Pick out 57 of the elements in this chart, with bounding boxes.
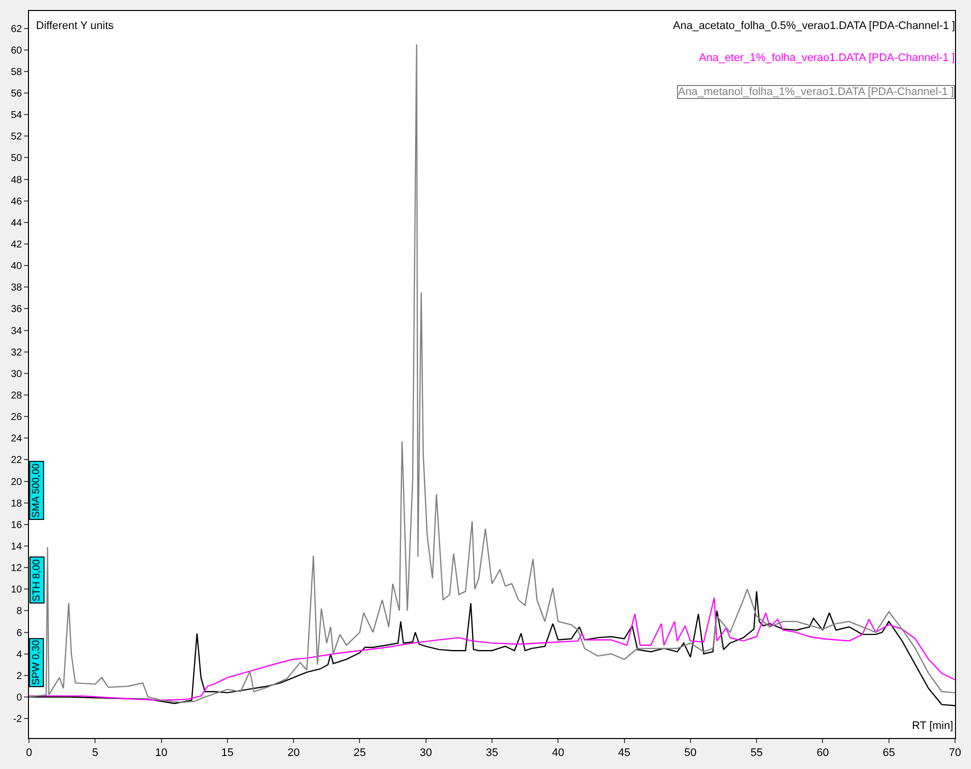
x-tick-label: 20 (287, 747, 300, 760)
y-tick-label: 2 (16, 670, 22, 682)
x-tick-label: 0 (26, 747, 32, 760)
y-tick-label: 44 (10, 218, 22, 229)
y-tick-label: 24 (10, 434, 22, 445)
y-tick-label: 34 (10, 326, 22, 337)
annotation: STH 8,00 (31, 558, 42, 602)
y-tick-label: 36 (10, 304, 22, 316)
y-tick-label: 30 (10, 368, 22, 380)
x-tick-label: 10 (155, 747, 168, 760)
x-tick-label: 15 (221, 747, 234, 760)
y-tick-label: 38 (10, 282, 22, 294)
y-tick-label: 46 (10, 196, 22, 208)
y-tick-label: -2 (13, 714, 22, 726)
y-tick-label: 10 (10, 584, 22, 596)
annotation: Different Y units (36, 20, 114, 32)
y-tick-label: 32 (10, 347, 22, 358)
x-tick-label: 5 (92, 747, 98, 760)
y-tick-label: 58 (10, 66, 22, 78)
y-tick-label: 62 (10, 24, 22, 35)
y-tick-label: 50 (10, 153, 22, 164)
y-tick-label: 42 (10, 239, 22, 250)
text: Ana_metanol_folha_1%_verao1.DATA [PDA-Channel-1 ] (678, 86, 954, 98)
x-tick-label: 50 (684, 747, 697, 760)
y-tick-label: 48 (10, 174, 22, 186)
line-series (29, 44, 955, 704)
y-tick-label: 52 (10, 132, 22, 143)
x-tick-label: 30 (420, 747, 432, 760)
y-tick-label: 12 (10, 563, 22, 574)
y-tick-label: 18 (10, 498, 22, 510)
y-tick-label: 40 (10, 261, 22, 272)
x-tick-label: 45 (618, 747, 630, 760)
y-tick-label: 6 (16, 628, 22, 639)
y-tick-label: 22 (10, 455, 22, 466)
y-tick-label: 4 (16, 649, 22, 660)
text: Ana_eter_1%_folha_verao1.DATA [PDA-Channel-1 ] (699, 52, 955, 64)
y-tick-label: 26 (10, 412, 22, 424)
y-tick-label: 8 (16, 606, 22, 618)
x-tick-label: 55 (750, 747, 763, 760)
x-tick-label: 65 (882, 747, 895, 760)
x-tick-label: 35 (486, 747, 498, 760)
y-tick-label: 20 (10, 476, 22, 488)
y-tick-label: 28 (10, 390, 22, 402)
x-tick-label: 25 (354, 747, 366, 760)
x-axis-title: RT [min] (912, 720, 954, 732)
x-tick-label: 40 (552, 747, 564, 760)
y-tick-label: 0 (16, 692, 22, 704)
y-tick-label: 56 (10, 88, 22, 100)
x-tick-label: 60 (816, 747, 829, 760)
y-tick-label: 54 (10, 110, 22, 122)
y-tick-label: 60 (10, 45, 22, 56)
y-tick-label: 16 (10, 520, 22, 531)
annotation: SMA 500,00 (31, 462, 42, 518)
x-tick-label: 70 (948, 747, 962, 760)
text: Ana_acetato_folha_0.5%_verao1.DATA [PDA-Channel-1 ] (673, 20, 956, 32)
annotation: SPW 0,30 (30, 640, 42, 686)
y-tick-label: 14 (10, 542, 22, 552)
